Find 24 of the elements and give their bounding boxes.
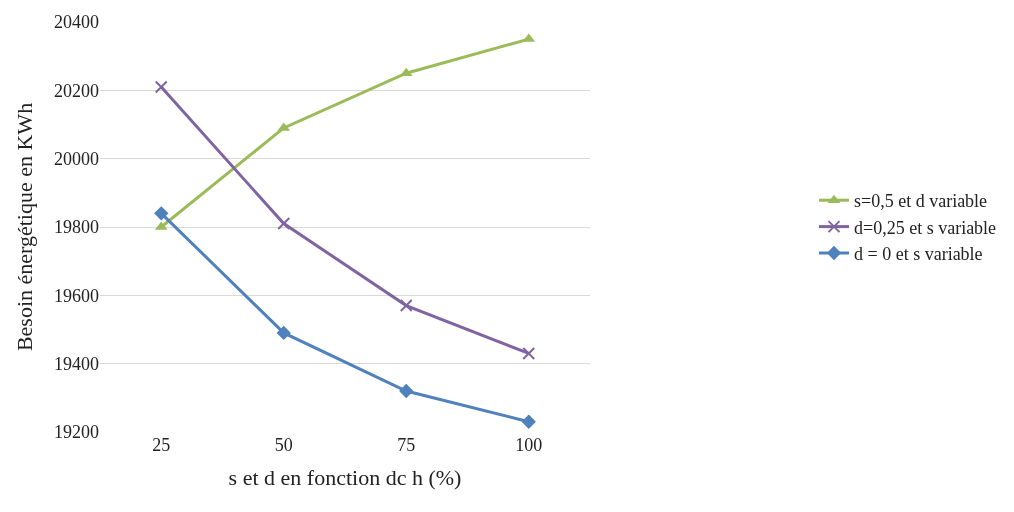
- y-tick-label: 20000: [54, 148, 99, 169]
- point: [399, 299, 413, 313]
- x-axis-title: s et d en fonction dc h (%): [228, 464, 462, 490]
- point: [399, 383, 414, 399]
- y-tick-label: 19200: [54, 422, 99, 443]
- legend-label: s=0,5 et d variable: [854, 191, 988, 212]
- legend-label: d = 0 et s variable: [854, 244, 983, 265]
- point: [522, 346, 536, 360]
- x-tick-label: 25: [152, 435, 171, 455]
- point: [277, 217, 291, 231]
- y-tick-label: 20400: [54, 12, 99, 33]
- y-tick-label: 19400: [54, 353, 99, 374]
- point: [154, 80, 168, 94]
- y-tick-label: 19600: [54, 285, 99, 306]
- point: [276, 325, 291, 341]
- point: [521, 414, 536, 429]
- x-tick-label: 100: [515, 435, 543, 455]
- legend-label: d=0,25 et s variable: [854, 217, 997, 238]
- point: [154, 206, 169, 221]
- y-tick-label: 19800: [54, 217, 99, 238]
- y-tick-label: 20200: [54, 80, 99, 101]
- x-tick-label: 50: [274, 435, 293, 455]
- x-tick-label: 75: [397, 435, 416, 455]
- y-axis-title: Besoin énergétique en KWh: [11, 102, 37, 352]
